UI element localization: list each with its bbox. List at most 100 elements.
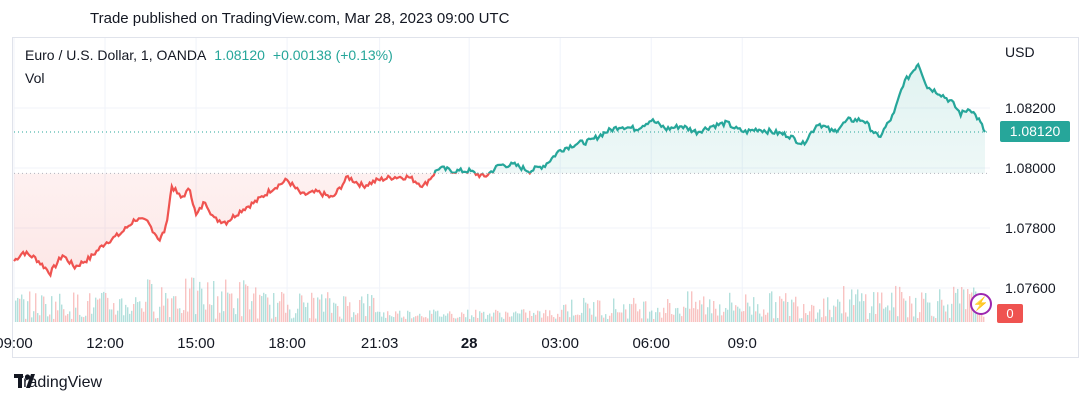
volume-bar [525, 312, 527, 322]
volume-bar [269, 304, 271, 322]
volume-bar [171, 298, 173, 322]
brand-footer[interactable]: TradingView [14, 374, 102, 392]
volume-bar [811, 304, 813, 322]
volume-bar [469, 318, 471, 322]
volume-bar [127, 307, 129, 322]
volume-bar [887, 305, 889, 322]
volume-bar [809, 311, 811, 322]
volume-bar [637, 311, 639, 322]
volume-bar [367, 293, 369, 322]
volume-bar [421, 316, 423, 322]
volume-bar [717, 315, 719, 322]
volume-bar [607, 318, 609, 322]
volume-bar [977, 310, 979, 322]
volume-bar [43, 296, 45, 322]
volume-bar [593, 302, 595, 322]
volume-bar [929, 302, 931, 322]
volume-bar [709, 299, 711, 322]
volume-bar [659, 312, 661, 322]
volume-bar [343, 296, 345, 322]
volume-bar [409, 311, 411, 322]
volume-bar [851, 289, 853, 322]
volume-bar [257, 318, 259, 322]
volume-bar [101, 292, 103, 322]
volume-bar [875, 313, 877, 322]
volume-bar [349, 302, 351, 322]
volume-bar [897, 316, 899, 322]
volume-bar [21, 294, 23, 322]
volume-bar [303, 302, 305, 322]
volume-bar [799, 318, 801, 322]
volume-bar [585, 302, 587, 322]
volume-bar [339, 316, 341, 322]
lightning-icon[interactable]: ⚡ [970, 293, 992, 315]
volume-bar [877, 292, 879, 322]
volume-bar [493, 312, 495, 322]
volume-label: Vol [25, 70, 45, 86]
volume-bar [617, 312, 619, 322]
volume-bar [921, 292, 923, 322]
volume-bar [227, 292, 229, 322]
volume-bar [527, 317, 529, 322]
volume-bar [903, 298, 905, 322]
volume-bar [77, 294, 79, 322]
volume-bar [97, 299, 99, 322]
volume-bar [961, 287, 963, 322]
volume-bar [455, 318, 457, 322]
volume-bar [905, 300, 907, 322]
volume-bar [513, 312, 515, 322]
volume-bar [789, 315, 791, 322]
volume-bar [611, 313, 613, 322]
volume-bar [341, 318, 343, 322]
symbol-title: Euro / U.S. Dollar, 1, OANDA [25, 47, 207, 63]
volume-bar [245, 284, 247, 322]
volume-bar [661, 317, 663, 322]
volume-bar [293, 317, 295, 322]
volume-bar [449, 311, 451, 322]
volume-bar [111, 309, 113, 322]
volume-bar [145, 301, 147, 322]
volume-bar [279, 301, 281, 322]
volume-bar [587, 303, 589, 322]
volume-bar [517, 313, 519, 322]
volume-bar [107, 297, 109, 322]
volume-bar [199, 281, 201, 322]
volume-bar [283, 293, 285, 322]
volume-bar [163, 305, 165, 322]
volume-bar [305, 307, 307, 322]
volume-bar [689, 308, 691, 322]
volume-bar [845, 312, 847, 322]
volume-bar [651, 310, 653, 322]
volume-bar [539, 311, 541, 322]
volume-bar [85, 315, 87, 322]
volume-bar [745, 294, 747, 322]
volume-bar [687, 291, 689, 322]
volume-bar [313, 297, 315, 322]
volume-bar [233, 308, 235, 322]
volume-bar [603, 317, 605, 322]
volume-bar [135, 297, 137, 322]
volume-bar [327, 292, 329, 322]
volume-bar [813, 305, 815, 322]
volume-bar [207, 282, 209, 322]
volume-bar [185, 278, 187, 322]
volume-bar [83, 317, 85, 322]
volume-bar [557, 313, 559, 322]
volume-bar [911, 303, 913, 322]
volume-bar [815, 318, 817, 322]
volume-bar [221, 291, 223, 322]
volume-bar [589, 308, 591, 322]
volume-bar [395, 311, 397, 322]
volume-bar [347, 305, 349, 322]
volume-bar [879, 303, 881, 322]
volume-bar [441, 316, 443, 322]
volume-bar [507, 312, 509, 322]
volume-bar [181, 313, 183, 322]
volume-bar [653, 318, 655, 322]
volume-bar [895, 285, 897, 322]
brand-name: TradingView [14, 374, 103, 391]
volume-bar [381, 316, 383, 322]
y-axis: 1.07600 1.07800 1.08000 1.08200 [1005, 100, 1056, 296]
volume-bar [461, 312, 463, 322]
